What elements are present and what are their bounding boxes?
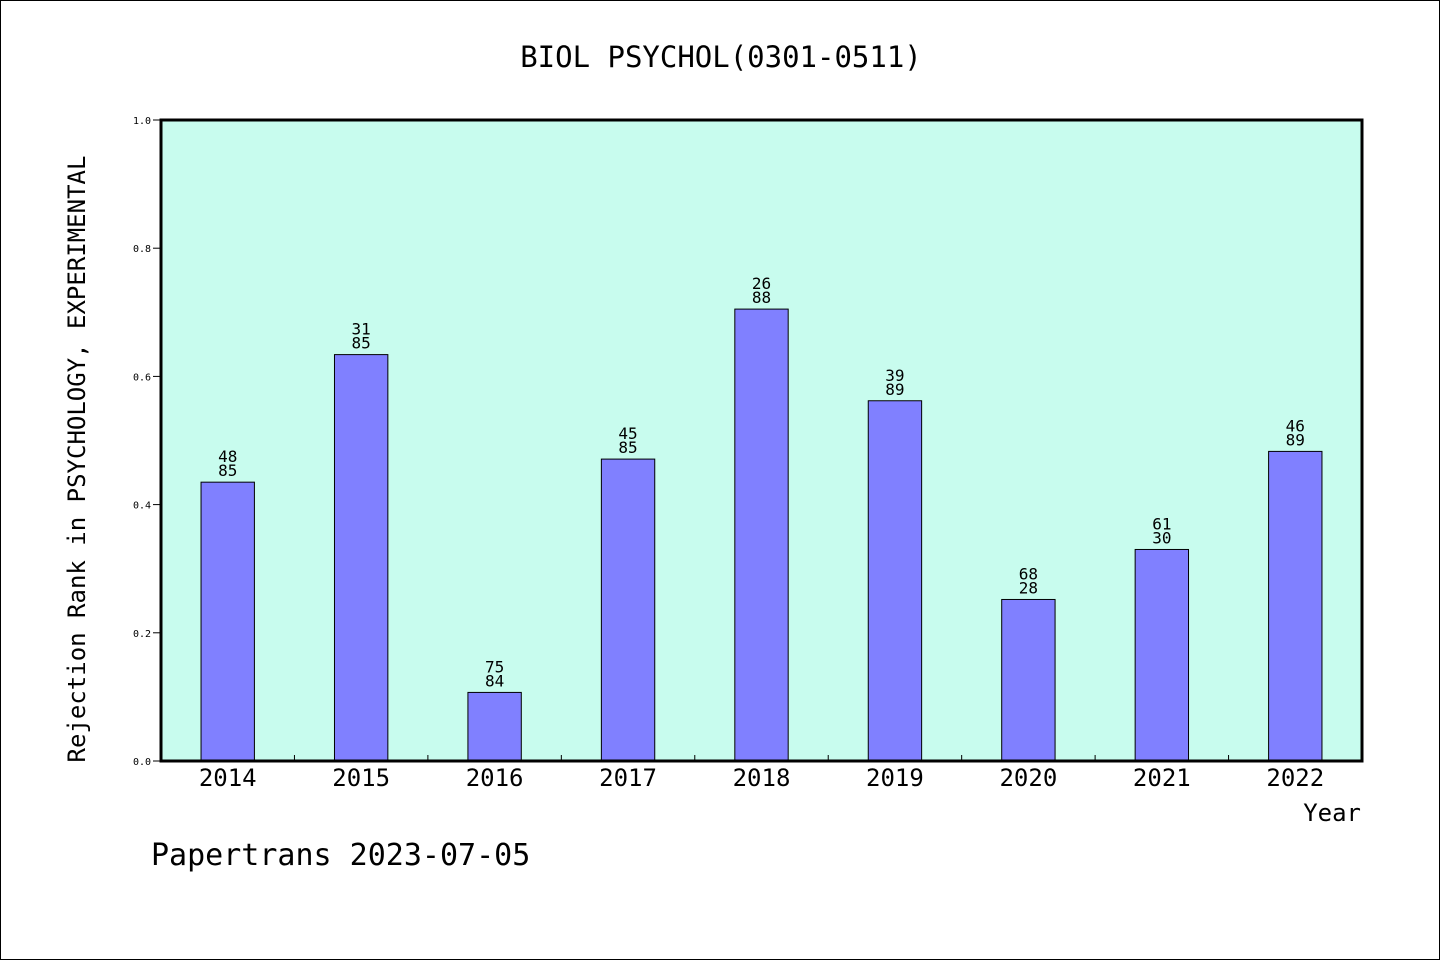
x-tick-label-2022: 2022 <box>1266 764 1324 792</box>
bar-label-bottom-2017: 85 <box>618 438 637 457</box>
bar-2016 <box>467 691 522 762</box>
bar-label-bottom-2022: 89 <box>1286 430 1305 449</box>
footer-watermark: Papertrans 2023-07-05 <box>151 838 530 873</box>
bar-2019 <box>867 400 923 762</box>
bar-label-top-2019: 39 <box>885 366 904 385</box>
plot-border <box>159 118 1364 763</box>
y-tick-label: 1.0 <box>133 116 151 127</box>
y-tick-label: 0.2 <box>133 629 151 640</box>
x-tick-label-2015: 2015 <box>332 764 390 792</box>
bars-layer <box>200 308 1323 762</box>
bar-2022 <box>1268 450 1323 762</box>
bar-label-top-2018: 26 <box>752 274 771 293</box>
bar-label-bottom-2021: 30 <box>1152 528 1171 547</box>
y-tick-label: 0.6 <box>133 372 151 383</box>
y-tick-label: 0.0 <box>133 757 151 768</box>
bar-label-bottom-2020: 28 <box>1019 578 1038 597</box>
bar-2021 <box>1134 548 1190 762</box>
bar-label-bottom-2019: 89 <box>885 380 904 399</box>
bar-label-bottom-2014: 85 <box>218 461 237 480</box>
bar-label-bottom-2015: 85 <box>352 334 371 353</box>
chart-title: BIOL PSYCHOL(0301-0511) <box>520 40 922 74</box>
x-tick-label-2014: 2014 <box>199 764 257 792</box>
bar-label-top-2017: 45 <box>618 424 637 443</box>
bar-label-bottom-2016: 84 <box>485 671 504 690</box>
bar-label-top-2020: 68 <box>1019 564 1038 583</box>
bar-2020 <box>1001 598 1056 762</box>
y-axis: 0.0 0.2 0.4 0.6 0.8 1.0 <box>133 116 161 768</box>
bar-label-top-2021: 61 <box>1152 514 1171 533</box>
bar-2018 <box>734 308 789 762</box>
bar-label-top-2022: 46 <box>1286 416 1305 435</box>
bar-label-top-2015: 31 <box>352 320 371 339</box>
bar-label-bottom-2018: 88 <box>752 288 771 307</box>
y-tick-label: 0.8 <box>133 244 151 255</box>
x-tick-label-2016: 2016 <box>466 764 524 792</box>
x-tick-label-2019: 2019 <box>866 764 924 792</box>
bar-label-top-2014: 48 <box>218 447 237 466</box>
bar-label-top-2016: 75 <box>485 657 504 676</box>
bar-2017 <box>600 458 656 762</box>
y-tick-label: 0.4 <box>133 501 151 512</box>
x-tick-label-2020: 2020 <box>999 764 1057 792</box>
x-tick-label-2018: 2018 <box>733 764 791 792</box>
x-tick-label-2017: 2017 <box>599 764 657 792</box>
x-tick-label-2021: 2021 <box>1133 764 1191 792</box>
y-axis-label: Rejection Rank in PSYCHOLOGY, EXPERIMENT… <box>63 156 91 763</box>
bar-2015 <box>333 354 389 762</box>
x-axis-label: Year <box>1303 799 1361 827</box>
bar-2014 <box>200 481 255 762</box>
x-axis: 2014 2015 2016 2017 2018 2019 2020 2021 2022 <box>199 755 1324 792</box>
